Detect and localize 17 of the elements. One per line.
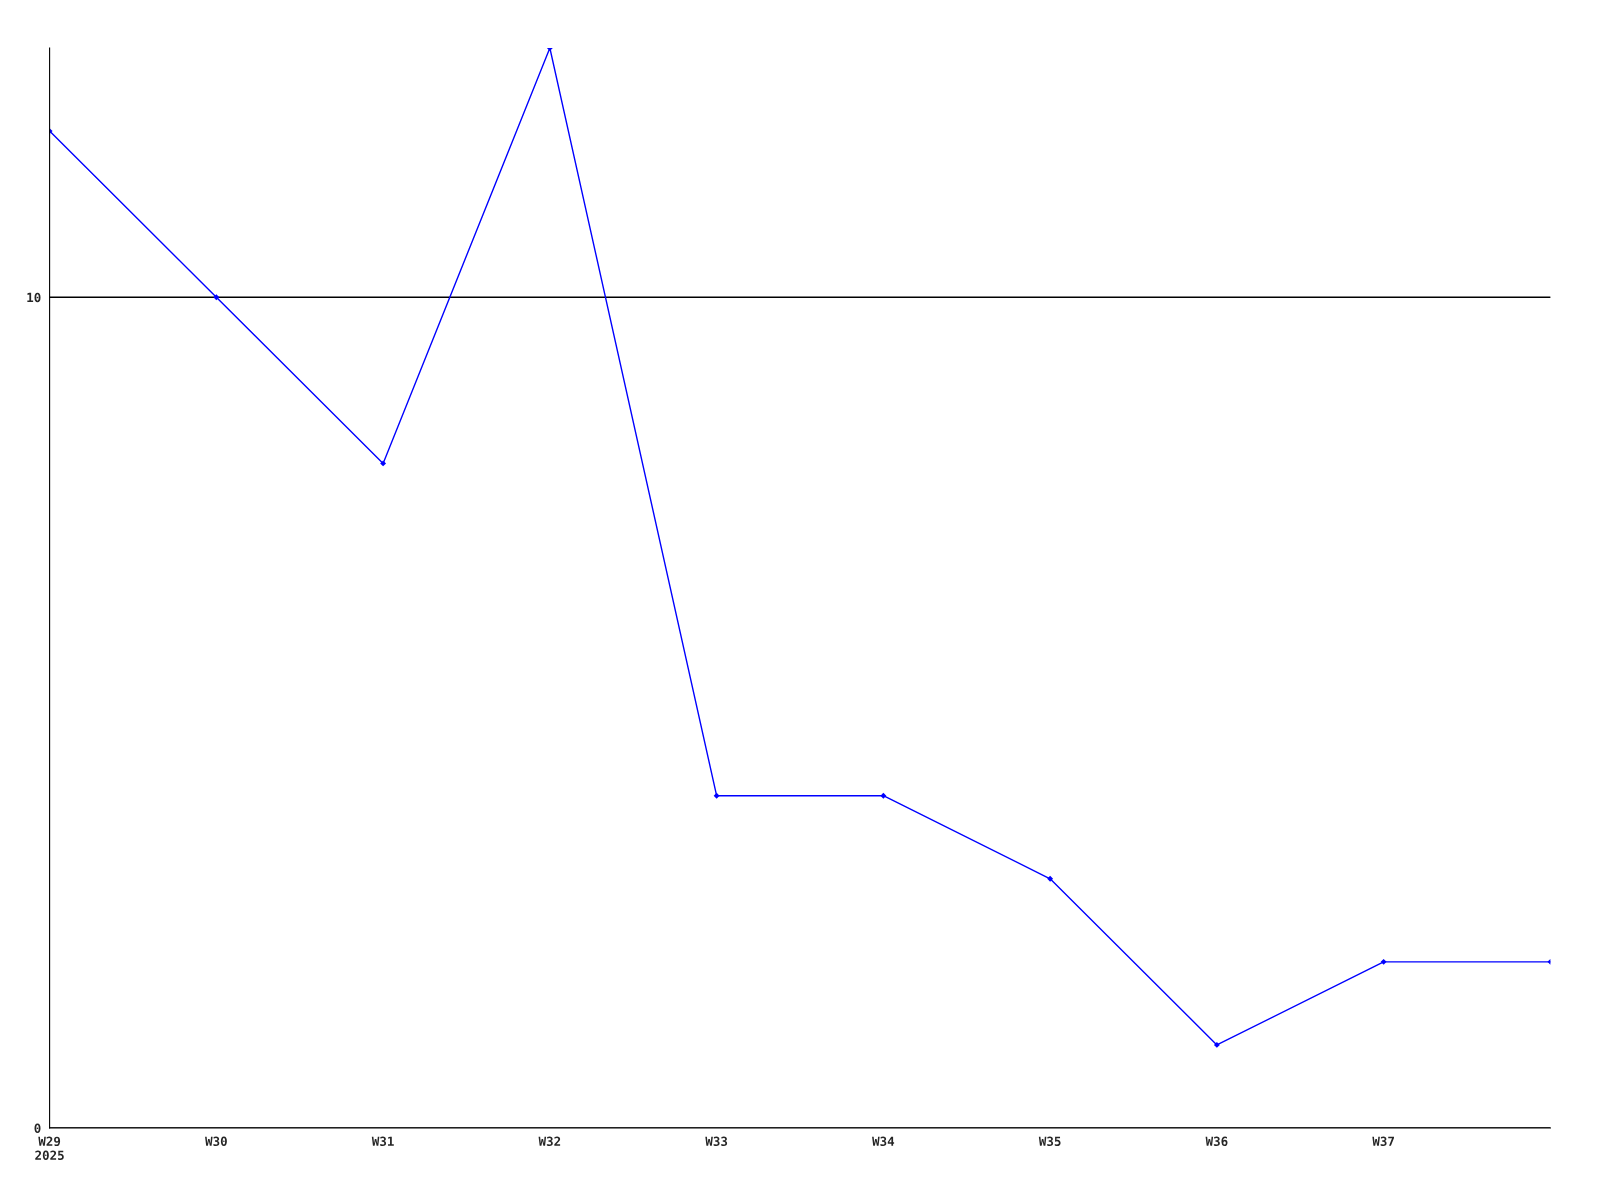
point: [1380, 958, 1387, 965]
x-tick-label: W37: [1372, 1136, 1394, 1147]
point: [1047, 875, 1054, 882]
point: [880, 792, 887, 799]
x-tick-label: W32: [538, 1136, 561, 1147]
point: [713, 792, 720, 799]
y-tick-label: 10: [27, 292, 41, 303]
x-tick-label: W34: [872, 1136, 895, 1147]
y-tick-label: 0: [34, 1123, 41, 1133]
x-tick-label: W30: [205, 1136, 227, 1147]
x-tick-label: W36: [1205, 1136, 1228, 1147]
x-tick-label: W29 2025: [35, 1136, 64, 1161]
point: [380, 460, 387, 467]
x-tick-label: W33: [705, 1136, 728, 1147]
x-tick-label: W31: [371, 1136, 394, 1147]
x-tick-label: W35: [1038, 1136, 1061, 1147]
point: [213, 294, 220, 301]
